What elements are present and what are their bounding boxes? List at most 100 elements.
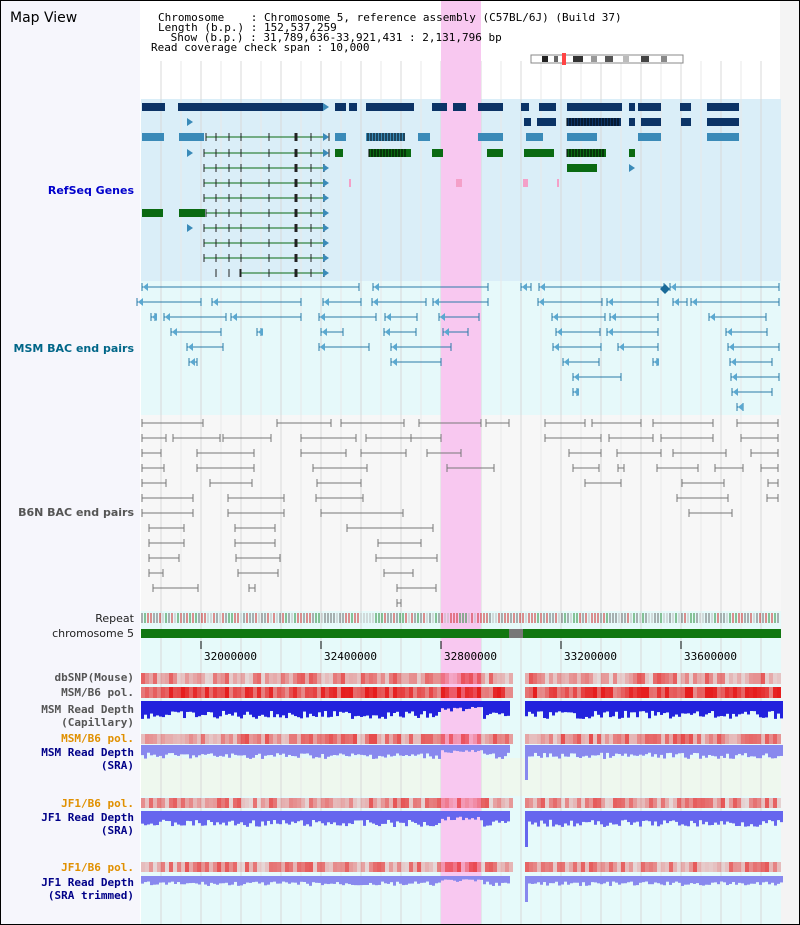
polymorphism-cell — [589, 798, 593, 808]
polymorphism-cell — [265, 798, 269, 808]
track-label-refseq[interactable]: RefSeq Genes — [47, 184, 134, 197]
polymorphism-cell — [525, 862, 529, 872]
read-depth-bar — [648, 701, 651, 719]
bac-end-arrow — [373, 298, 378, 306]
polymorphism-cell — [401, 862, 405, 872]
polymorphism-cell — [637, 798, 641, 808]
read-depth-bar — [480, 876, 483, 880]
track-label-msm-b6-pol[interactable]: MSM/B6 pol. — [61, 686, 134, 699]
read-depth-bar — [351, 811, 354, 825]
polymorphism-cell — [613, 687, 617, 698]
gene-arrow — [323, 269, 329, 277]
polymorphism-cell — [637, 862, 641, 872]
gene-block — [178, 103, 323, 111]
read-depth-bar — [681, 701, 684, 714]
track-label-b6n-bac[interactable]: B6N BAC end pairs — [18, 506, 134, 519]
read-depth-bar — [621, 811, 624, 821]
polymorphism-cell — [209, 734, 213, 744]
read-depth-bar — [177, 811, 180, 825]
track-label-repeat[interactable]: Repeat — [95, 612, 134, 625]
read-depth-bar — [426, 745, 429, 754]
read-depth-bar — [534, 811, 537, 823]
polymorphism-cell — [201, 673, 205, 684]
polymorphism-cell — [601, 673, 605, 684]
read-depth-bar — [648, 811, 651, 822]
track-label-jf1-b6-pol-2[interactable]: JF1/B6 pol. — [61, 861, 134, 874]
read-depth-bar — [531, 745, 534, 757]
polymorphism-cell — [149, 687, 153, 698]
gene-block — [478, 103, 503, 111]
read-depth-bar — [156, 876, 159, 885]
polymorphism-cell — [705, 687, 709, 698]
read-depth-bar — [189, 701, 192, 712]
polymorphism-cell — [437, 862, 441, 872]
polymorphism-cell — [641, 862, 645, 872]
track-label-msm-bac[interactable]: MSM BAC end pairs — [13, 342, 134, 355]
polymorphism-cell — [293, 798, 297, 808]
read-depth-bar — [741, 701, 744, 714]
read-depth-bar — [579, 745, 582, 759]
track-label-msm-depth-sra[interactable]: MSM Read Depth — [41, 746, 134, 759]
polymorphism-cell — [641, 687, 645, 698]
polymorphism-cell — [709, 798, 713, 808]
polymorphism-cell — [409, 862, 413, 872]
read-depth-bar — [504, 876, 507, 883]
polymorphism-cell — [189, 798, 193, 808]
read-depth-bar — [732, 745, 735, 759]
track-label-msm-b6-pol-sra[interactable]: MSM/B6 pol. — [61, 732, 134, 745]
track-label-msm-depth-capillary[interactable]: MSM Read Depth — [41, 703, 134, 716]
polymorphism-cell — [289, 734, 293, 744]
polymorphism-cell — [605, 687, 609, 698]
read-depth-bar — [171, 811, 174, 827]
polymorphism-cell — [321, 687, 325, 698]
polymorphism-cell — [353, 673, 357, 684]
polymorphism-cell — [453, 862, 457, 872]
read-depth-bar — [336, 745, 339, 756]
read-depth-bar — [459, 811, 462, 817]
polymorphism-cell — [741, 798, 745, 808]
track-label-dbsnp[interactable]: dbSNP(Mouse) — [54, 671, 134, 684]
polymorphism-cell — [253, 687, 257, 698]
polymorphism-cell — [217, 798, 221, 808]
read-depth-bar — [420, 811, 423, 827]
track-label-jf1-depth-trimmed[interactable]: JF1 Read Depth — [41, 876, 134, 889]
track-label-chromosome[interactable]: chromosome 5 — [52, 627, 134, 640]
read-depth-bar — [504, 701, 507, 717]
read-depth-bar — [780, 701, 783, 719]
read-depth-bar — [768, 811, 771, 821]
polymorphism-cell — [565, 673, 569, 684]
track-label-jf1-depth-sra[interactable]: JF1 Read Depth — [41, 811, 134, 824]
polymorphism-cell — [445, 734, 449, 744]
read-depth-bar — [594, 701, 597, 712]
length-info: Length (b.p.) : 152,537,259 — [158, 21, 337, 34]
polymorphism-cell — [273, 734, 277, 744]
polymorphism-cell — [661, 673, 665, 684]
read-depth-bar — [474, 701, 477, 708]
read-depth-bar — [189, 745, 192, 759]
read-depth-bar — [447, 701, 450, 709]
polymorphism-cell — [349, 798, 353, 808]
polymorphism-cell — [381, 673, 385, 684]
polymorphism-cell — [145, 734, 149, 744]
polymorphism-cell — [245, 687, 249, 698]
polymorphism-cell — [685, 673, 689, 684]
polymorphism-cell — [529, 673, 533, 684]
read-depth-bar — [642, 701, 645, 712]
polymorphism-cell — [413, 673, 417, 684]
polymorphism-cell — [153, 798, 157, 808]
polymorphism-cell — [381, 798, 385, 808]
read-depth-bar — [555, 811, 558, 825]
read-depth-bar — [399, 876, 402, 884]
polymorphism-cell — [389, 798, 393, 808]
track-label-jf1-b6-pol[interactable]: JF1/B6 pol. — [61, 797, 134, 810]
polymorphism-cell — [661, 687, 665, 698]
read-depth-bar — [477, 876, 480, 880]
read-depth-bar — [726, 745, 729, 754]
polymorphism-cell — [545, 687, 549, 698]
read-depth-bar — [417, 745, 420, 755]
polymorphism-cell — [313, 862, 317, 872]
polymorphism-cell — [497, 687, 501, 698]
bac-end-arrow — [324, 298, 329, 306]
read-depth-bar — [480, 701, 483, 708]
